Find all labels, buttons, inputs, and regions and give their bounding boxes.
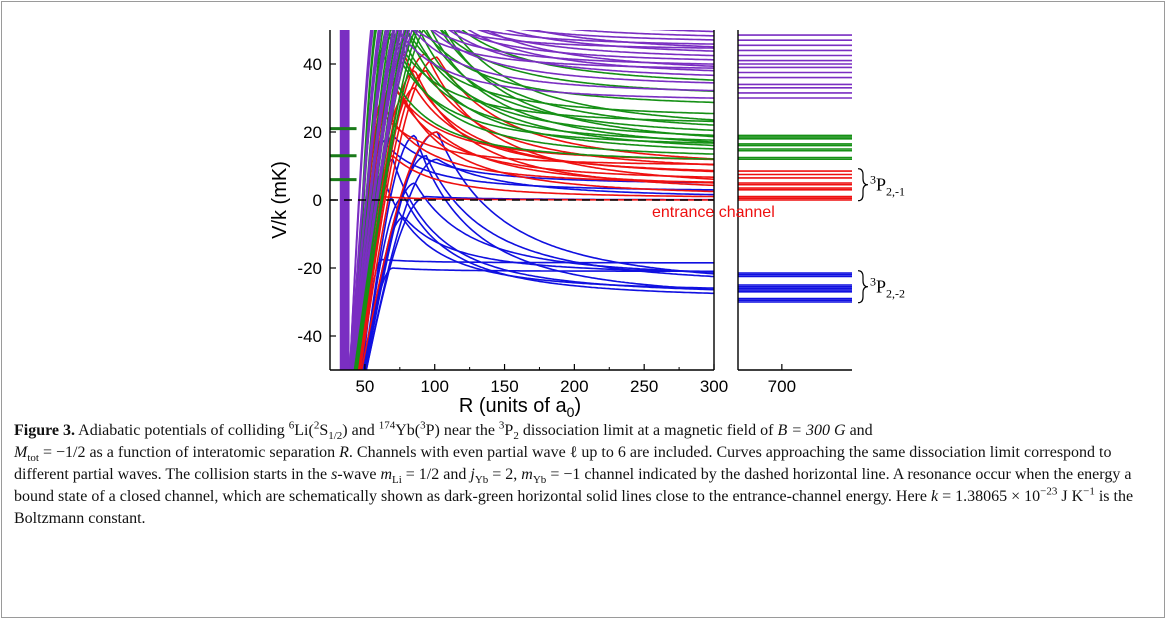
left-panel-curves (330, 30, 714, 370)
y-tick-label: -20 (297, 259, 322, 278)
potential-curve (349, 30, 714, 370)
potential-curve (354, 30, 714, 370)
threshold-brace (857, 270, 869, 304)
threshold-label: 3P2,-2 (870, 275, 905, 301)
potential-curve (350, 30, 714, 370)
y-tick-label: 20 (303, 123, 322, 142)
x-tick-label: 50 (355, 377, 374, 396)
potential-plot: -40 -20 0 20 40 50 100 150 200 250 300 700 3P2,-1 3P2… (269, 30, 905, 420)
potential-curve (350, 30, 714, 370)
potential-curve (358, 87, 714, 370)
potential-curve (355, 30, 714, 370)
potential-curve (354, 30, 714, 370)
potential-curve (364, 131, 714, 370)
potential-curve (353, 30, 714, 370)
potential-curve (361, 258, 714, 370)
potential-curve (357, 97, 714, 370)
potential-curve (356, 111, 714, 370)
figure-caption: Figure 3. Adiabatic potentials of collid… (14, 419, 1134, 527)
potential-curve (356, 79, 714, 370)
potential-curve (356, 101, 714, 370)
y-tick-label: 40 (303, 55, 322, 74)
y-tick-label: 0 (313, 191, 322, 210)
threshold-brace (857, 168, 869, 202)
potential-curve (351, 30, 714, 370)
right-panel-levels (738, 34, 852, 303)
potential-curve (353, 32, 714, 370)
x-tick-label: 150 (490, 377, 518, 396)
potential-curve (350, 30, 714, 370)
potential-curve (355, 30, 714, 370)
potential-curve (353, 48, 714, 370)
potential-curve (353, 30, 714, 370)
potential-curve (349, 30, 714, 370)
x-tick-label: 200 (560, 377, 588, 396)
potential-curve (365, 195, 714, 370)
potential-curve (363, 182, 714, 370)
potential-curve (361, 158, 714, 370)
x-axis-label: R (units of a0) (459, 395, 581, 420)
y-axis-label: V/k (mK) (269, 161, 291, 239)
potential-curve (353, 30, 714, 370)
potential-curve (363, 216, 714, 370)
potential-curve (349, 30, 714, 370)
potential-curve (357, 154, 714, 370)
x-tick-label: 300 (700, 377, 728, 396)
x-tick-label: 250 (630, 377, 658, 396)
potential-curve (354, 30, 714, 370)
potential-curve (364, 154, 714, 370)
potential-curve (353, 30, 714, 370)
potential-curve (363, 195, 714, 370)
y-tick-label: -40 (297, 327, 322, 346)
caption-label: Figure 3. (14, 422, 76, 439)
potential-curve (350, 30, 714, 370)
potential-curve (349, 30, 714, 370)
axes: -40 -20 0 20 40 50 100 150 200 250 300 700 3P2,-1 3P2… (297, 30, 905, 396)
potential-curve (359, 56, 714, 370)
potential-curve (349, 30, 714, 370)
potential-curve (349, 30, 714, 370)
potential-curve (351, 30, 714, 370)
entrance-channel-label: entrance channel (652, 204, 775, 221)
threshold-label: 3P2,-1 (870, 173, 905, 199)
x-tick-label: 100 (421, 377, 449, 396)
x-tick-label: 700 (768, 377, 796, 396)
potential-curve (351, 30, 714, 370)
potential-curve (350, 30, 714, 370)
